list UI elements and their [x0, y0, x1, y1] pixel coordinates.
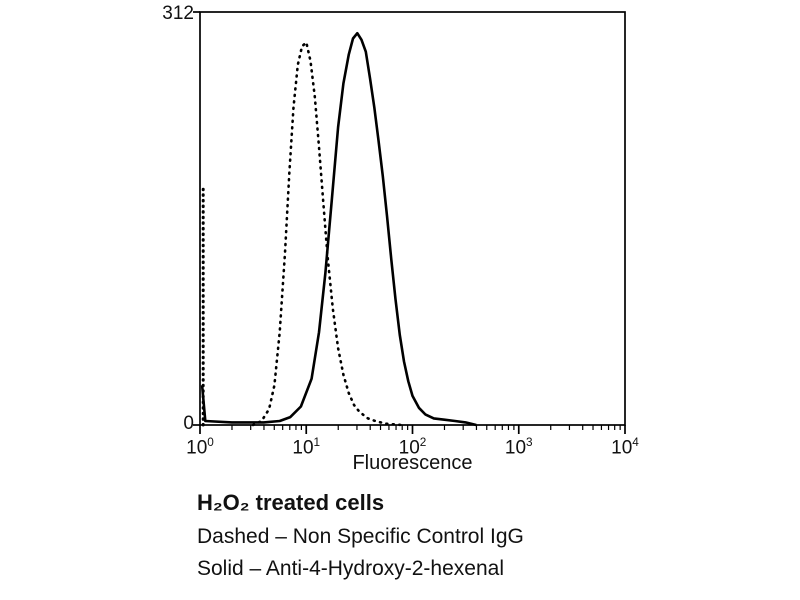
caption-solid-legend: Solid – Anti-4-Hydroxy-2-hexenal [197, 557, 504, 580]
y-axis-min-label: 0 [183, 413, 194, 434]
figure-caption: H₂O₂ treated cells Dashed – Non Specific… [197, 490, 524, 589]
caption-title: H₂O₂ treated cells [197, 490, 385, 515]
x-axis-title: Fluorescence [352, 452, 473, 474]
y-axis-max-label: 312 [162, 3, 194, 24]
caption-dashed-legend: Dashed – Non Specific Control IgG [197, 525, 524, 548]
